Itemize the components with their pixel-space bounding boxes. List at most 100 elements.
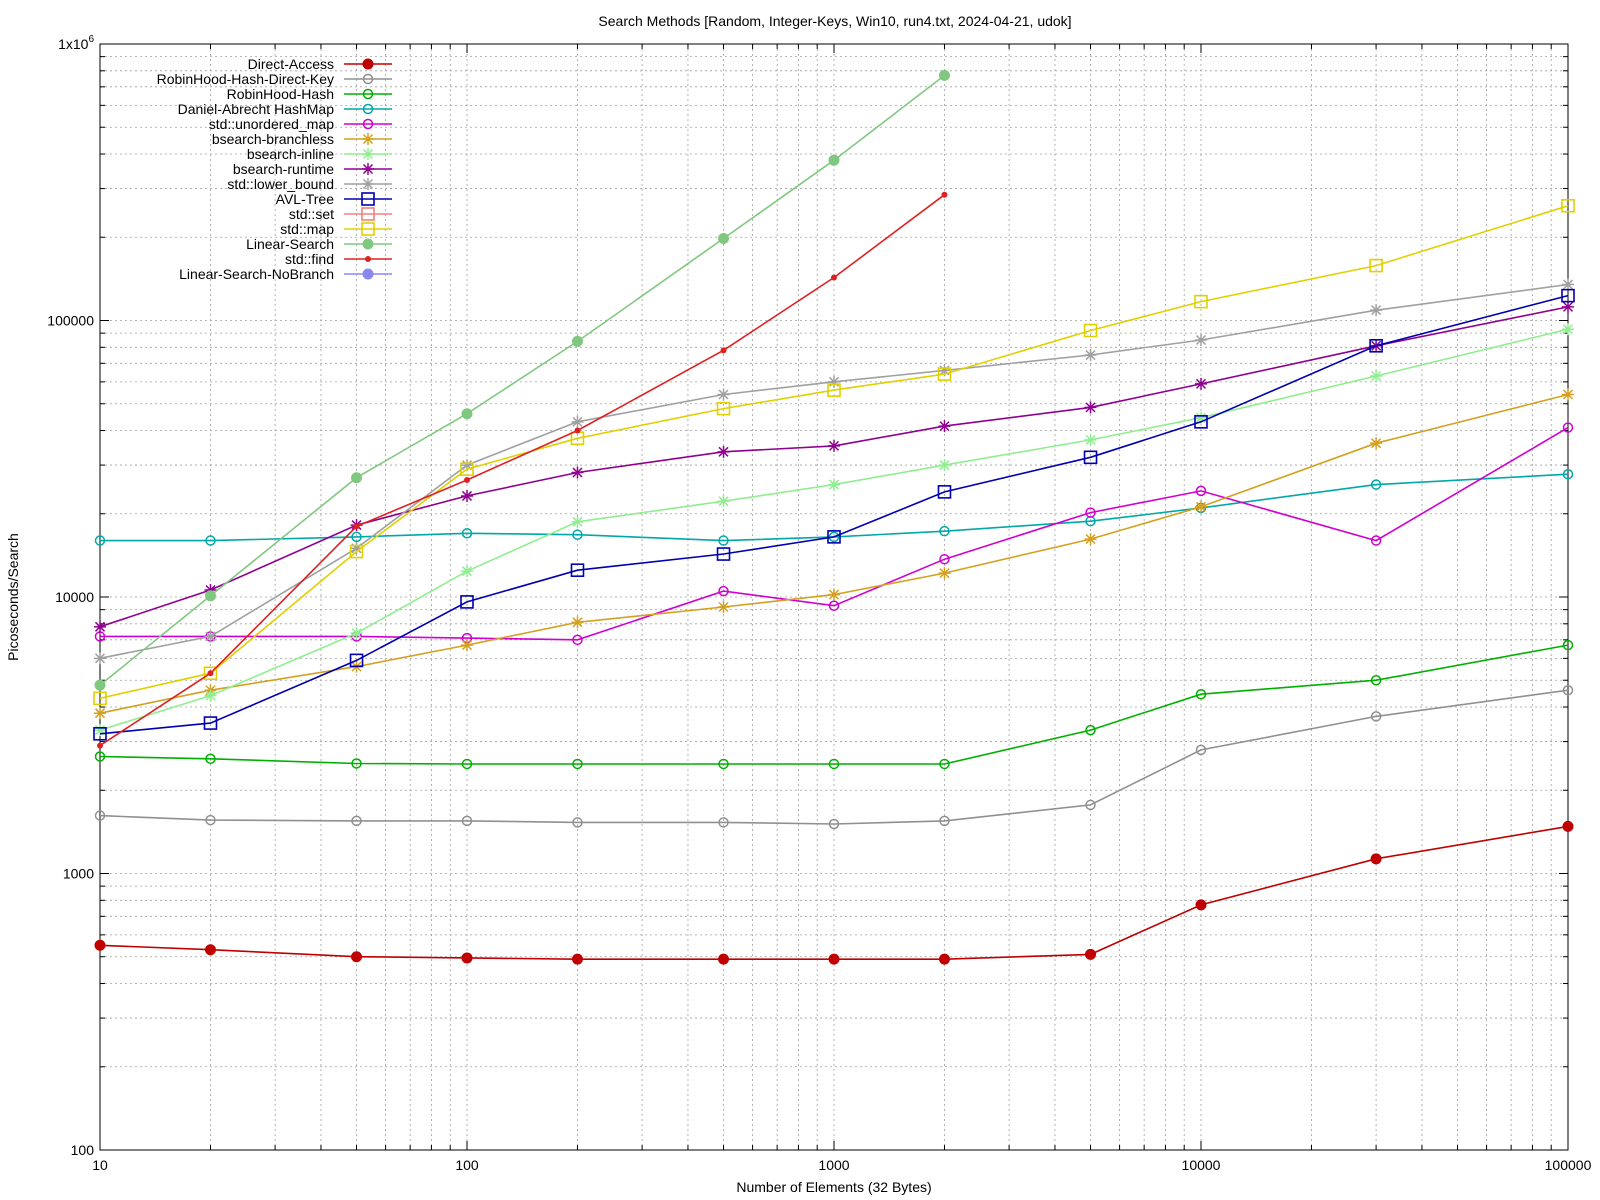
legend: Direct-AccessRobinHood-Hash-Direct-KeyRo… [157, 56, 392, 282]
legend-marker [361, 207, 375, 221]
x-tick-label: 100 [455, 1157, 479, 1173]
data-point [716, 401, 731, 416]
data-point [938, 459, 951, 472]
data-point [571, 515, 584, 528]
data-point [828, 588, 840, 601]
data-point [1370, 674, 1382, 686]
legend-marker [362, 178, 374, 190]
data-point [720, 347, 727, 354]
data-point [94, 652, 106, 665]
data-point [351, 758, 362, 769]
data-point [718, 585, 729, 597]
data-point [460, 462, 474, 476]
series-robinhood-hash [94, 639, 1574, 770]
data-point [572, 529, 583, 540]
data-point [571, 616, 584, 629]
data-point [1562, 684, 1574, 696]
legend-label: Linear-Search-NoBranch [179, 266, 334, 282]
legend-marker [362, 58, 374, 70]
legend-label: std::find [285, 251, 334, 267]
data-point [938, 364, 951, 377]
data-point [461, 489, 473, 502]
data-point [572, 758, 583, 770]
data-point [205, 753, 216, 765]
data-point [937, 367, 952, 381]
data-point [205, 814, 216, 826]
legend-label: bsearch-runtime [233, 161, 334, 177]
data-point [571, 953, 583, 965]
data-point [1194, 415, 1208, 429]
data-point [1370, 479, 1382, 490]
data-point [828, 953, 840, 965]
series-robinhood-hash-direct-key [94, 684, 1574, 830]
series-std-find [97, 191, 948, 749]
data-point [1084, 349, 1097, 362]
data-point [204, 689, 217, 702]
grid-lines [100, 44, 1568, 1150]
data-point [204, 944, 216, 956]
series-bsearch-inline [94, 323, 1574, 737]
data-point [203, 666, 218, 681]
legend-label: std::unordered_map [209, 116, 335, 132]
x-tick-label: 10 [92, 1157, 108, 1173]
series-line [100, 473, 1569, 542]
legend-marker [362, 73, 374, 85]
series-std-unordered-map [94, 422, 1574, 646]
data-point [939, 758, 950, 770]
data-point [939, 525, 950, 537]
y-tick-label: 1000 [63, 866, 94, 882]
data-point [94, 724, 106, 737]
data-point [1370, 437, 1383, 450]
legend-marker [362, 148, 374, 160]
legend-marker [361, 192, 375, 206]
data-point [1562, 323, 1574, 336]
data-point [574, 427, 581, 434]
data-point [1195, 744, 1207, 756]
data-point [571, 466, 584, 479]
series-avl-tree [93, 288, 1575, 741]
data-point [350, 542, 363, 555]
data-point [205, 535, 216, 546]
data-point [716, 547, 731, 561]
data-point [94, 751, 106, 762]
data-point [1561, 198, 1575, 213]
data-point [460, 595, 474, 609]
legend-marker [365, 256, 371, 262]
data-point [828, 818, 840, 830]
data-point [1562, 422, 1574, 433]
data-point [571, 415, 584, 428]
data-point [1195, 411, 1207, 424]
legend-label: bsearch-branchless [212, 131, 334, 147]
x-tick-label: 10000 [1182, 1157, 1221, 1173]
data-point [1369, 258, 1383, 273]
legend-label: Direct-Access [248, 56, 334, 72]
data-point [572, 817, 583, 828]
data-point [97, 742, 103, 749]
data-point [350, 627, 363, 640]
series-line [99, 294, 1569, 735]
chart-title: Search Methods [Random, Integer-Keys, Wi… [598, 13, 1071, 29]
data-point [349, 653, 364, 668]
legend-label: RobinHood-Hash [227, 86, 334, 102]
series-line [99, 205, 1569, 700]
legend-label: AVL-Tree [276, 191, 335, 207]
y-tick-label: 10000 [55, 589, 94, 605]
legend-label: RobinHood-Hash-Direct-Key [157, 71, 334, 87]
data-point [938, 420, 951, 433]
data-point [1370, 304, 1383, 317]
data-point [831, 274, 837, 281]
series-line [99, 825, 1569, 961]
data-point [718, 535, 729, 546]
legend-marker [362, 103, 374, 115]
data-point [718, 953, 730, 965]
data-point [571, 335, 583, 347]
series-direct-access [94, 820, 1574, 965]
data-point [461, 758, 473, 770]
data-point [1084, 401, 1097, 414]
data-point [939, 815, 950, 827]
data-point [827, 530, 841, 544]
data-point [1562, 468, 1574, 480]
data-point [828, 375, 840, 388]
data-point [1085, 799, 1096, 811]
data-point [718, 232, 730, 244]
